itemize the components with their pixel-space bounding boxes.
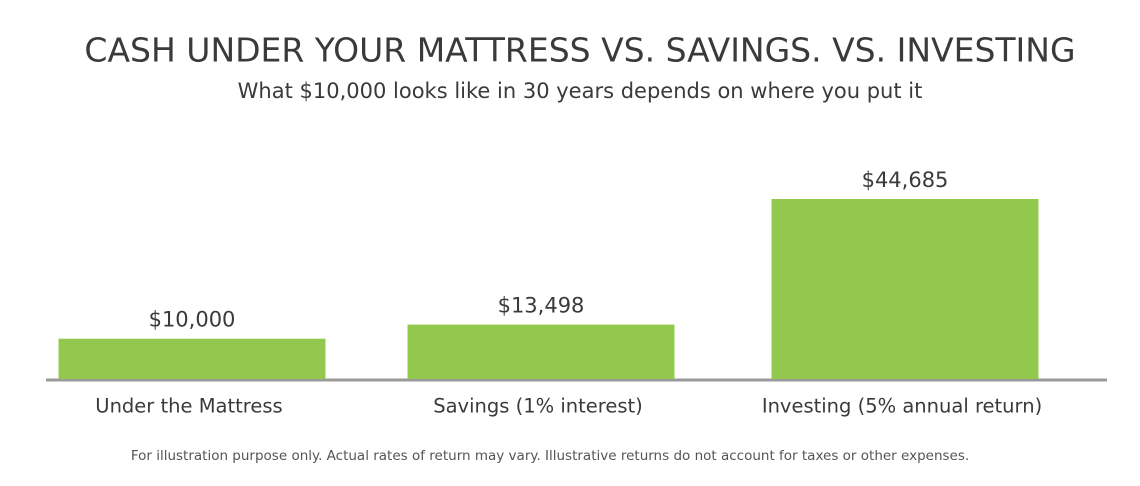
bar	[58, 338, 326, 379]
footnote: For illustration purpose only. Actual ra…	[131, 448, 969, 464]
x-tick-label: Savings (1% interest)	[433, 395, 643, 418]
value-label: $44,685	[862, 168, 949, 192]
chart-subtitle: What $10,000 looks like in 30 years depe…	[238, 79, 923, 103]
bar	[771, 199, 1039, 379]
value-label: $13,498	[498, 294, 585, 318]
chart-title: CASH UNDER YOUR MATTRESS VS. SAVINGS. VS…	[84, 31, 1075, 70]
x-tick-label: Under the Mattress	[95, 395, 282, 418]
x-tick-label: Investing (5% annual return)	[762, 395, 1042, 418]
bar	[407, 324, 675, 379]
value-label: $10,000	[149, 308, 236, 332]
